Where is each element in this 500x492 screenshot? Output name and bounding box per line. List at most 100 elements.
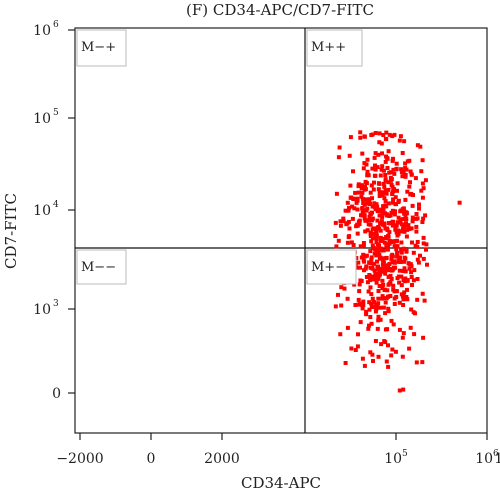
data-point (382, 240, 387, 245)
data-point (377, 131, 382, 136)
data-point (392, 132, 397, 137)
data-point (377, 213, 382, 218)
data-point (373, 339, 378, 343)
data-point (381, 133, 386, 137)
data-point (390, 223, 395, 228)
data-point (372, 180, 376, 185)
data-point (364, 275, 369, 279)
data-point (391, 265, 396, 270)
data-point (355, 196, 360, 201)
data-point (392, 244, 397, 249)
data-point (379, 141, 384, 146)
data-point (407, 346, 412, 351)
data-point (381, 168, 386, 173)
data-point (392, 187, 396, 192)
data-point (372, 173, 377, 178)
data-point (390, 192, 395, 196)
data-point (360, 306, 365, 311)
data-point (386, 221, 391, 225)
data-point (418, 253, 422, 258)
data-point (394, 161, 399, 166)
data-point (395, 220, 400, 225)
data-point (353, 348, 358, 352)
data-point (390, 158, 395, 163)
data-point (402, 211, 407, 216)
data-point (389, 318, 394, 323)
data-point (394, 247, 399, 252)
data-point (371, 187, 376, 192)
data-point (333, 234, 338, 238)
data-point (366, 326, 371, 331)
data-point (373, 205, 378, 210)
data-point (404, 167, 409, 172)
data-point (396, 215, 401, 220)
data-point (377, 194, 382, 198)
data-point (407, 184, 412, 189)
data-point (375, 218, 380, 223)
y-tick-exponent: 3 (53, 299, 59, 309)
data-point (367, 214, 372, 219)
data-point (345, 325, 350, 330)
data-point (350, 204, 355, 209)
data-point (355, 344, 360, 349)
data-point (369, 239, 374, 244)
data-point (361, 244, 366, 249)
data-point (380, 164, 385, 169)
data-point (389, 276, 394, 281)
data-point (415, 277, 420, 281)
data-point (370, 296, 375, 301)
data-point (378, 255, 383, 260)
data-point (357, 190, 361, 195)
data-point (376, 296, 381, 301)
data-point (345, 221, 350, 226)
data-point (364, 162, 369, 167)
x-tick-label: 105 (384, 449, 408, 467)
data-point (424, 242, 429, 247)
data-point (372, 246, 377, 251)
data-point (402, 266, 407, 271)
data-point (420, 195, 425, 200)
data-point (375, 209, 380, 214)
data-point (398, 255, 403, 260)
data-point (381, 181, 386, 186)
data-point (376, 276, 381, 281)
data-point (420, 158, 425, 163)
data-point (370, 166, 375, 171)
data-point (358, 130, 363, 135)
data-point (401, 206, 406, 211)
data-point (375, 326, 380, 331)
data-point (415, 240, 420, 244)
data-point (395, 238, 399, 243)
data-point (394, 167, 399, 172)
data-point (371, 231, 376, 236)
y-tick-exponent: 5 (53, 108, 59, 118)
data-point (365, 228, 370, 233)
data-point (370, 210, 374, 215)
data-point (392, 212, 397, 217)
data-point (368, 278, 372, 283)
data-point (361, 303, 366, 308)
y-tick-label: 10 (33, 203, 51, 219)
data-point (404, 217, 409, 222)
data-point (375, 204, 380, 209)
data-point (375, 251, 380, 256)
data-point (420, 181, 425, 186)
data-point (401, 169, 406, 174)
data-point (398, 220, 403, 225)
data-point (373, 131, 378, 135)
data-point (357, 282, 362, 287)
data-point (336, 292, 340, 297)
data-point (401, 331, 406, 336)
data-point (390, 219, 395, 224)
data-point (361, 201, 366, 206)
data-point (391, 322, 396, 327)
data-point (374, 202, 379, 207)
data-point (384, 265, 389, 270)
data-point (355, 207, 360, 212)
data-point (406, 261, 411, 266)
data-point (397, 280, 402, 285)
data-point (410, 283, 414, 287)
data-point (360, 356, 365, 361)
data-point (384, 212, 389, 217)
data-point (333, 304, 338, 309)
